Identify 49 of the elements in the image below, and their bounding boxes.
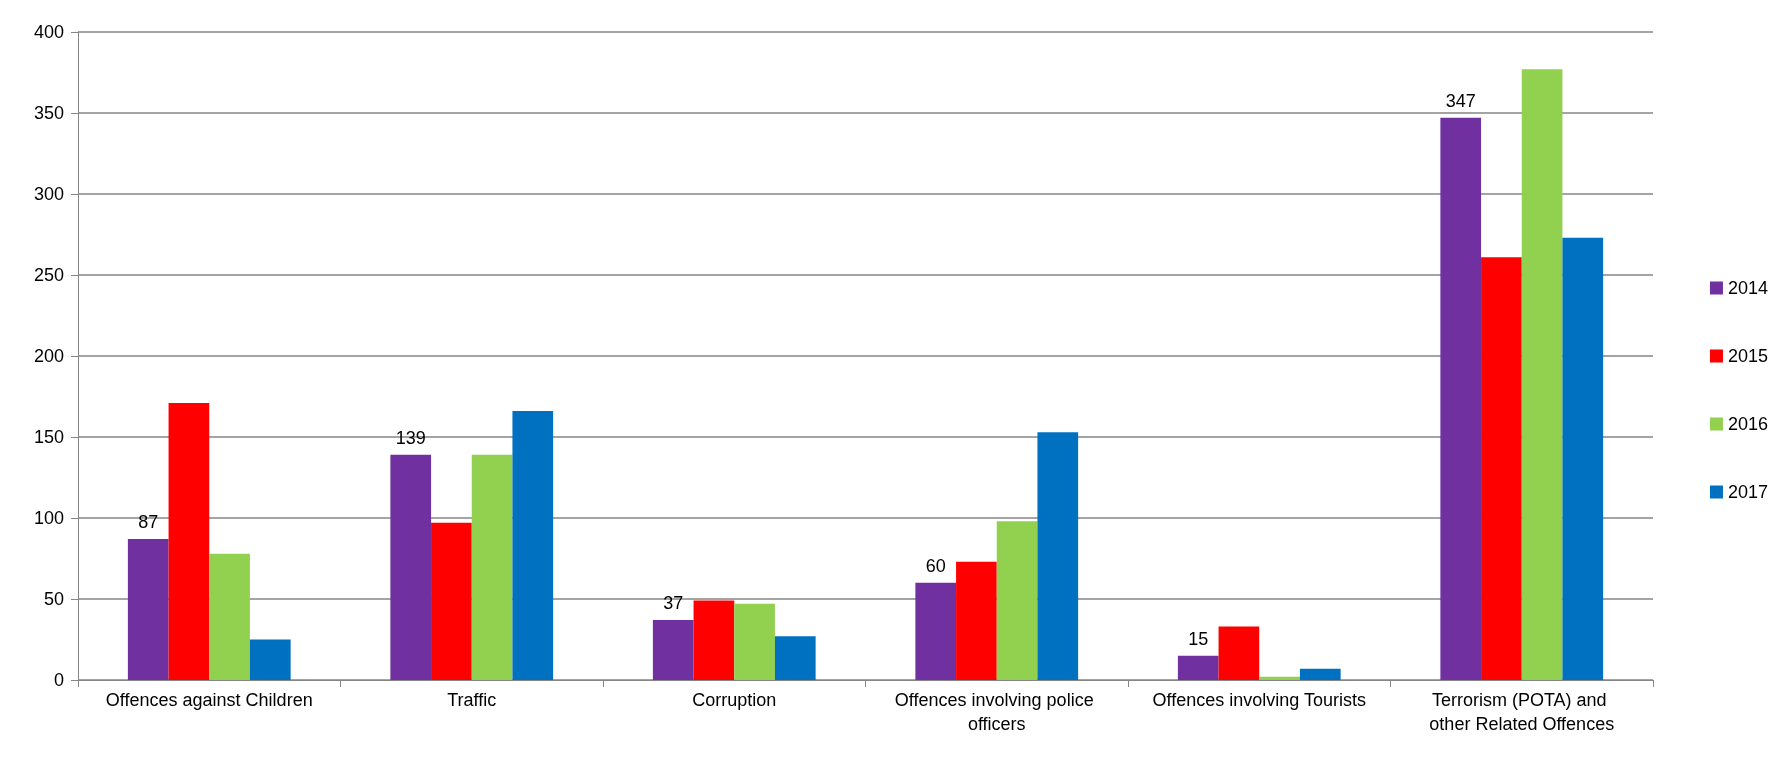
bar (1562, 237, 1604, 680)
x-tick-label: Corruption (692, 690, 777, 710)
legend-label: 2016 (1727, 414, 1768, 434)
y-tick-label: 0 (53, 670, 64, 690)
x-tick-label: Traffic (447, 690, 497, 710)
data-label: 87 (138, 512, 159, 533)
bar (652, 620, 694, 680)
y-tick-label: 100 (33, 508, 64, 528)
bar (390, 454, 432, 680)
bar (774, 636, 816, 680)
x-tick-label: Terrorism (POTA) and other Related Offences (1429, 690, 1615, 734)
bar (996, 521, 1038, 680)
y-tick-label: 200 (33, 346, 64, 366)
legend-label: 2015 (1727, 346, 1768, 366)
bar (1440, 117, 1482, 680)
y-tick-label: 50 (43, 589, 64, 609)
y-tick-label: 250 (33, 265, 64, 285)
bar (915, 582, 957, 680)
data-label: 37 (663, 593, 684, 614)
bar (209, 553, 250, 680)
y-tick-label: 150 (33, 427, 64, 447)
bar (734, 603, 775, 680)
legend-label: 2014 (1727, 278, 1768, 298)
bar (431, 522, 472, 680)
bar (1299, 668, 1341, 680)
bar (1218, 626, 1260, 680)
x-tick-label: Offences involving Tourists (1152, 690, 1366, 710)
data-label: 60 (925, 555, 946, 576)
bar (1521, 69, 1563, 680)
bar (249, 639, 291, 680)
x-tick-label: Offences involving police officers (894, 690, 1099, 734)
bar (471, 454, 513, 680)
bar (1177, 655, 1219, 680)
data-label: 139 (395, 427, 426, 448)
bar (1259, 676, 1300, 680)
data-label: 347 (1445, 90, 1476, 111)
data-label: 15 (1188, 628, 1209, 649)
y-tick-label: 400 (33, 22, 64, 42)
y-tick-label: 350 (33, 103, 64, 123)
bar (956, 561, 997, 680)
x-tick-label: Offences against Children (105, 690, 313, 710)
bar (693, 600, 735, 680)
bar (168, 402, 210, 680)
y-tick-label: 300 (33, 184, 64, 204)
legend-label: 2017 (1727, 482, 1768, 502)
bar (1481, 257, 1522, 680)
bar (1037, 432, 1079, 680)
bar (127, 539, 169, 680)
bar (512, 411, 554, 680)
